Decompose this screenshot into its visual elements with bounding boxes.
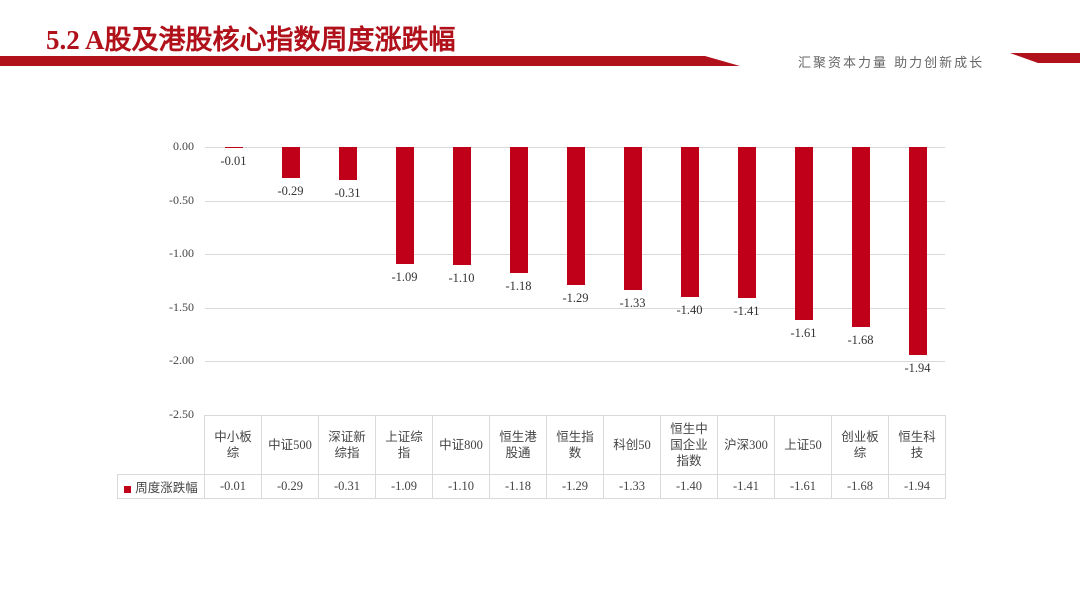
category-cell: 创业板综	[831, 415, 889, 475]
category-cell: 中小板综	[204, 415, 262, 475]
bar	[794, 147, 813, 320]
header-red-bar-left	[0, 56, 740, 66]
data-label: -1.40	[676, 303, 703, 318]
y-tick-label: -1.00	[169, 246, 194, 261]
category-label: 恒生科技	[898, 430, 936, 460]
data-label: -1.29	[562, 291, 589, 306]
category-label: 上证50	[784, 438, 822, 452]
value-cell: -0.01	[204, 474, 262, 499]
slogan: 汇聚资本力量 助力创新成长	[798, 56, 985, 71]
category-label: 恒生中国企业指数	[670, 422, 708, 468]
data-label: -1.18	[505, 279, 532, 294]
category-label: 中证500	[268, 438, 312, 452]
bar	[281, 147, 300, 179]
value-cell: -1.40	[660, 474, 718, 499]
category-cell: 恒生科技	[888, 415, 946, 475]
category-label: 深证新综指	[328, 430, 366, 460]
category-cell: 中证800	[432, 415, 490, 475]
value-cell: -1.18	[489, 474, 547, 499]
category-cell: 上证50	[774, 415, 832, 475]
data-label: -1.33	[619, 295, 646, 310]
table-corner	[117, 415, 205, 475]
category-label: 恒生港股通	[499, 430, 537, 460]
category-label: 科创50	[613, 438, 651, 452]
category-cell: 恒生中国企业指数	[660, 415, 718, 475]
bar	[224, 147, 243, 149]
category-cell: 科创50	[603, 415, 661, 475]
data-label: -0.29	[277, 184, 304, 199]
data-label: -0.01	[220, 154, 247, 169]
category-label: 沪深300	[724, 438, 768, 452]
value-cell: -1.41	[717, 474, 775, 499]
category-cell: 中证500	[261, 415, 319, 475]
header-red-bar-right	[1010, 53, 1080, 63]
value-cell: -1.29	[546, 474, 604, 499]
bar	[851, 147, 870, 328]
data-table: 中小板综 中证500 深证新综指 上证综指 中证800 恒生港股通 恒生指数 科创50 恒生中国…	[117, 415, 946, 499]
category-label: 恒生指数	[556, 430, 594, 460]
value-cell: -0.29	[261, 474, 319, 499]
category-label: 中小板综	[214, 430, 252, 460]
data-label: -1.61	[790, 325, 817, 340]
data-label: -1.41	[733, 304, 760, 319]
bar	[680, 147, 699, 298]
legend-cell: 周度涨跌幅	[117, 474, 205, 499]
series-name: 周度涨跌幅	[135, 481, 198, 495]
category-cell: 上证综指	[375, 415, 433, 475]
category-cell: 深证新综指	[318, 415, 376, 475]
bar	[452, 147, 471, 265]
bar	[623, 147, 642, 290]
value-cell: -1.09	[375, 474, 433, 499]
data-label: -1.09	[391, 269, 418, 284]
data-label: -1.68	[847, 333, 874, 348]
value-cell: -1.10	[432, 474, 490, 499]
gridline	[205, 361, 945, 363]
value-cell: -1.33	[603, 474, 661, 499]
page-title: 5.2 A股及港股核心指数周度涨跌幅	[46, 25, 456, 55]
y-tick-label: -1.50	[169, 299, 194, 314]
gridline	[205, 307, 945, 309]
value-cell: -1.94	[888, 474, 946, 499]
category-label: 创业板综	[841, 430, 879, 460]
y-tick-label: 0.00	[173, 139, 194, 153]
data-label: -0.31	[334, 186, 361, 201]
y-tick-label: -0.50	[169, 192, 194, 207]
category-label: 中证800	[439, 438, 483, 452]
bar	[908, 147, 927, 355]
value-cell: -0.31	[318, 474, 376, 499]
data-label: -1.10	[448, 270, 475, 285]
category-cell: 沪深300	[717, 415, 775, 475]
bar	[338, 147, 357, 181]
y-tick-label: -2.00	[169, 353, 194, 368]
value-row: 周度涨跌幅 -0.01 -0.29 -0.31 -1.09 -1.10 -1.18 -1.2…	[117, 474, 946, 499]
category-label: 上证综指	[385, 430, 423, 460]
value-cell: -1.61	[774, 474, 832, 499]
bar	[566, 147, 585, 286]
category-row: 中小板综 中证500 深证新综指 上证综指 中证800 恒生港股通 恒生指数 科创50 恒生中国…	[117, 415, 946, 475]
bar	[395, 147, 414, 264]
value-cell: -1.68	[831, 474, 889, 499]
bar	[737, 147, 756, 299]
legend-key	[124, 485, 132, 493]
category-cell: 恒生港股通	[489, 415, 547, 475]
category-cell: 恒生指数	[546, 415, 604, 475]
bar	[509, 147, 528, 274]
data-label: -1.94	[904, 360, 931, 375]
